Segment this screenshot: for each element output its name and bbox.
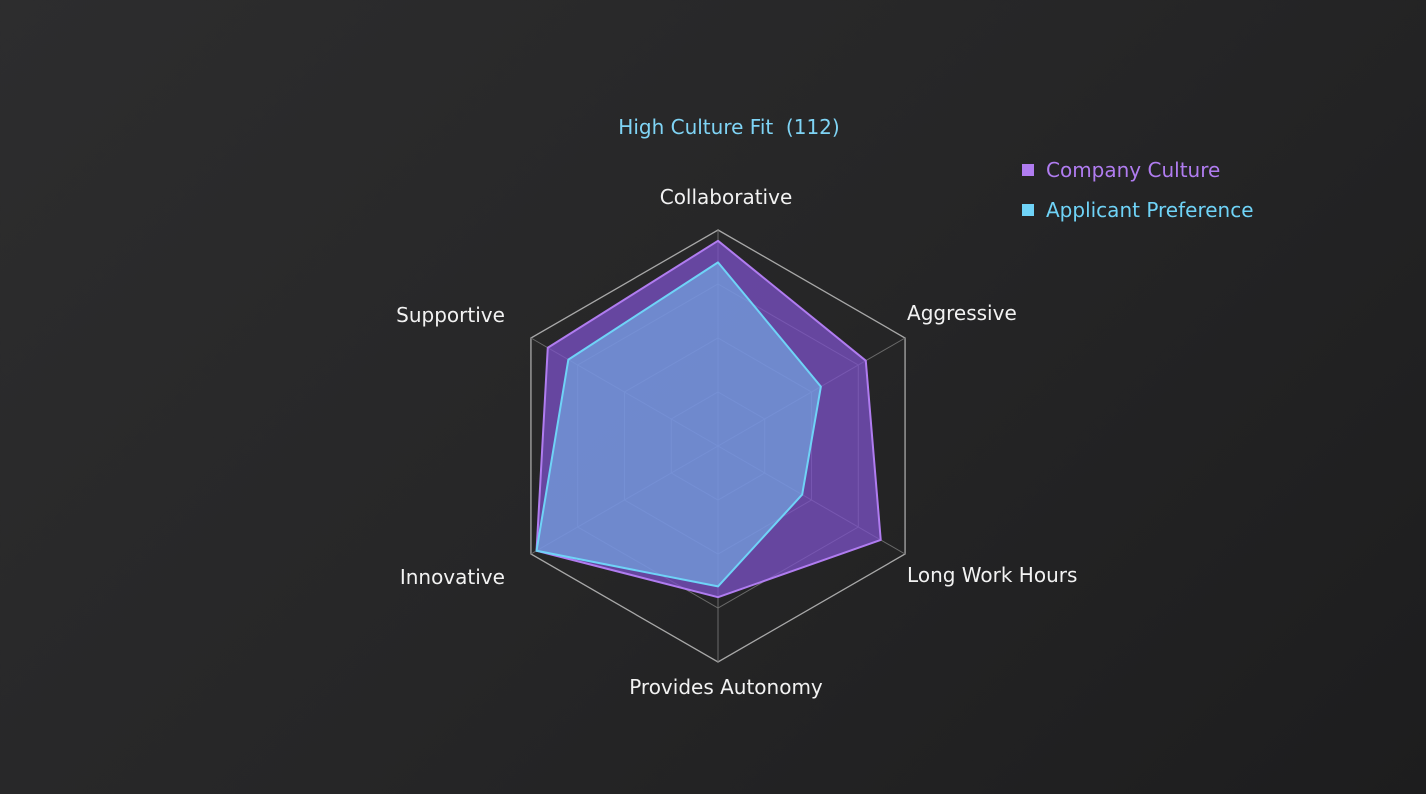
legend-swatch xyxy=(1022,164,1034,176)
axis-label: Supportive xyxy=(396,303,505,327)
legend: Company Culture Applicant Preference xyxy=(1022,158,1254,238)
axis-label: Innovative xyxy=(400,565,505,589)
axis-label: Provides Autonomy xyxy=(629,675,823,699)
series-area-applicant-preference xyxy=(535,261,822,588)
legend-label: Company Culture xyxy=(1046,158,1221,182)
axis-label: Long Work Hours xyxy=(907,563,1077,587)
chart-title: High Culture Fit (112) xyxy=(618,115,840,139)
axis-label: Aggressive xyxy=(907,301,1017,325)
legend-item-applicant-preference[interactable]: Applicant Preference xyxy=(1022,198,1254,222)
legend-item-company-culture[interactable]: Company Culture xyxy=(1022,158,1254,182)
legend-label: Applicant Preference xyxy=(1046,198,1254,222)
axis-label: Collaborative xyxy=(660,185,793,209)
legend-swatch xyxy=(1022,204,1034,216)
